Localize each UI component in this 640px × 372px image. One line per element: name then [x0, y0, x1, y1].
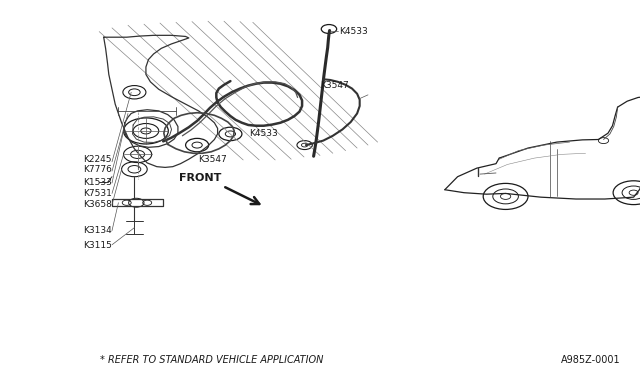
- Text: K3115: K3115: [83, 241, 112, 250]
- Text: * REFER TO STANDARD VEHICLE APPLICATION: * REFER TO STANDARD VEHICLE APPLICATION: [99, 355, 323, 365]
- Text: K1533: K1533: [83, 178, 112, 187]
- Text: A985Z-0001: A985Z-0001: [561, 355, 621, 365]
- Text: K4533: K4533: [250, 129, 278, 138]
- Text: K3547: K3547: [320, 81, 349, 90]
- Text: K4533: K4533: [339, 27, 368, 36]
- Text: K3658: K3658: [83, 200, 112, 209]
- Text: K7531: K7531: [83, 189, 112, 198]
- Text: FRONT: FRONT: [179, 173, 221, 183]
- Text: K7776: K7776: [83, 165, 112, 174]
- Text: K2245: K2245: [83, 155, 112, 164]
- Text: K3547: K3547: [198, 155, 227, 164]
- Text: K3134: K3134: [83, 226, 112, 235]
